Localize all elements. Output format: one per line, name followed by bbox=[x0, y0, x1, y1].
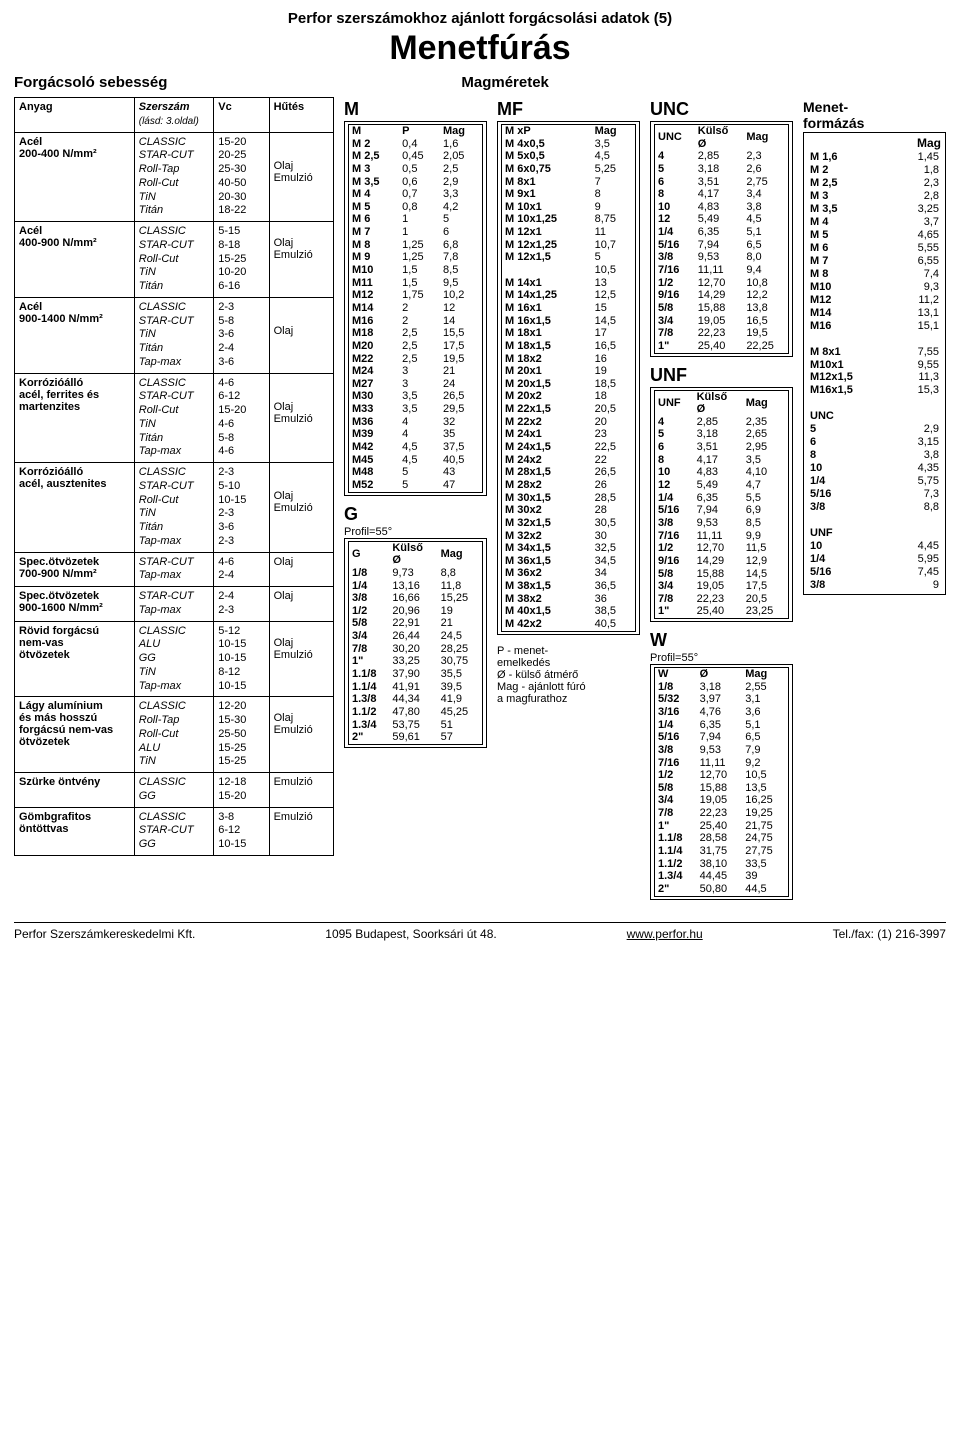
footer-link[interactable]: www.perfor.hu bbox=[627, 927, 703, 941]
unc-table: UNCKülsőØMag42,852,353,182,663,512,7584,… bbox=[654, 124, 789, 354]
legend-note: P - menet-emelkedésØ - külső átmérőMag -… bbox=[497, 645, 640, 705]
table-row: Acél200-400 N/mm² bbox=[15, 132, 135, 222]
unf-table: UNFKülsőØMag42,852,3553,182,6563,512,958… bbox=[654, 390, 789, 620]
page-header-line: Perfor szerszámokhoz ajánlott forgácsolá… bbox=[14, 10, 946, 27]
w-subtitle: Profil=55° bbox=[650, 652, 793, 664]
table-row: Szürke öntvény bbox=[15, 773, 135, 808]
unf-title: UNF bbox=[650, 365, 793, 386]
footer-company: Perfor Szerszámkereskedelmi Kft. bbox=[14, 927, 195, 941]
table-row: Spec.ötvözetek900-1600 N/mm² bbox=[15, 587, 135, 622]
table-row: Spec.ötvözetek700-900 N/mm² bbox=[15, 552, 135, 587]
w-title: W bbox=[650, 630, 793, 651]
g-subtitle: Profil=55° bbox=[344, 526, 487, 538]
table-row: Rövid forgácsúnem-vasötvözetek bbox=[15, 621, 135, 697]
col-vc: Vc bbox=[214, 98, 269, 133]
g-table: GKülsőØMag1/89,738,81/413,1611,83/816,66… bbox=[348, 541, 483, 745]
col-hutes: Hűtés bbox=[269, 98, 333, 133]
mt-table: MagM 1,61,45M 21,8M 2,52,3M 32,8M 3,53,2… bbox=[807, 135, 942, 592]
g-title: G bbox=[344, 504, 487, 525]
page-title: Menetfúrás bbox=[14, 29, 946, 68]
m-title: M bbox=[344, 99, 487, 120]
mt-title: Menet-formázás bbox=[803, 99, 946, 131]
col-szerszam: Szerszám (lásd: 3.oldal) bbox=[134, 98, 213, 133]
footer-address: 1095 Budapest, Soorksári út 48. bbox=[325, 927, 496, 941]
cutting-speed-table: Anyag Szerszám (lásd: 3.oldal) Vc Hűtés … bbox=[14, 97, 334, 856]
table-row: Gömbgrafitosöntöttvas bbox=[15, 807, 135, 855]
table-row: Korrózióállóacél, ausztenites bbox=[15, 463, 135, 553]
table-row: Acél400-900 N/mm² bbox=[15, 222, 135, 298]
page-footer: Perfor Szerszámkereskedelmi Kft. 1095 Bu… bbox=[14, 922, 946, 941]
col-anyag: Anyag bbox=[15, 98, 135, 133]
subhead-left: Forgácsoló sebesség bbox=[14, 74, 461, 91]
table-row: Korrózióállóacél, ferrites ésmartenzites bbox=[15, 373, 135, 463]
w-table: WØMag1/83,182,555/323,973,13/164,763,61/… bbox=[654, 667, 789, 897]
unc-title: UNC bbox=[650, 99, 793, 120]
table-row: Acél900-1400 N/mm² bbox=[15, 297, 135, 373]
subhead-right: Magméretek bbox=[461, 74, 946, 91]
mf-table: M xPMagM 4x0,53,5M 5x0,54,5M 6x0,755,25M… bbox=[501, 124, 636, 632]
m-table: MPMagM 20,41,6M 2,50,452,05M 30,52,5M 3,… bbox=[348, 124, 483, 493]
footer-tel: Tel./fax: (1) 216-3997 bbox=[833, 927, 946, 941]
table-row: Lágy alumíniumés más hosszúforgácsú nem-… bbox=[15, 697, 135, 773]
mf-title: MF bbox=[497, 99, 640, 120]
